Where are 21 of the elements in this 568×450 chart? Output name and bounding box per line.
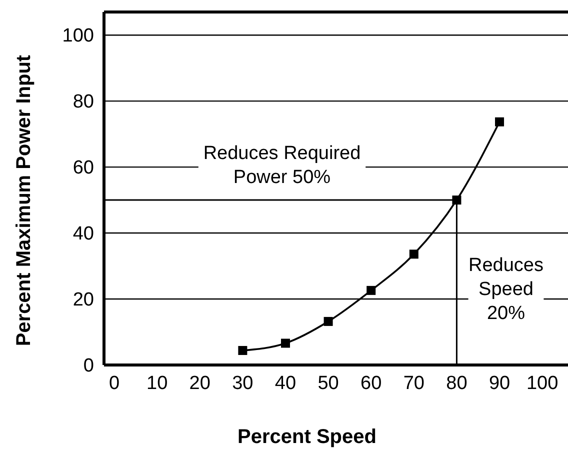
x-tick-label: 60 xyxy=(360,373,382,394)
x-tick-label: 100 xyxy=(526,373,558,394)
y-tick-label: 60 xyxy=(72,158,94,179)
annotation: Reduces Speed 20% xyxy=(468,255,544,324)
y-axis-title: Percent Maximum Power Input xyxy=(13,54,35,346)
x-tick-label: 80 xyxy=(446,373,468,394)
x-tick-label: 40 xyxy=(274,373,296,394)
y-tick-label: 20 xyxy=(72,290,94,311)
x-tick-label: 30 xyxy=(232,373,254,394)
x-tick-label: 90 xyxy=(488,373,510,394)
x-tick-label: 10 xyxy=(146,373,168,394)
y-tick-label: 80 xyxy=(72,92,94,113)
annotation: Reduces Required Power 50% xyxy=(203,143,361,188)
x-tick-label: 70 xyxy=(403,373,424,394)
x-tick-label: 0 xyxy=(108,373,120,394)
x-tick-label: 20 xyxy=(189,373,210,394)
y-tick-label: 100 xyxy=(62,26,94,47)
y-tick-label: 40 xyxy=(72,224,94,245)
x-tick-label: 50 xyxy=(318,373,339,394)
x-axis-title: Percent Speed xyxy=(238,426,376,448)
y-tick-label: 0 xyxy=(83,356,94,377)
